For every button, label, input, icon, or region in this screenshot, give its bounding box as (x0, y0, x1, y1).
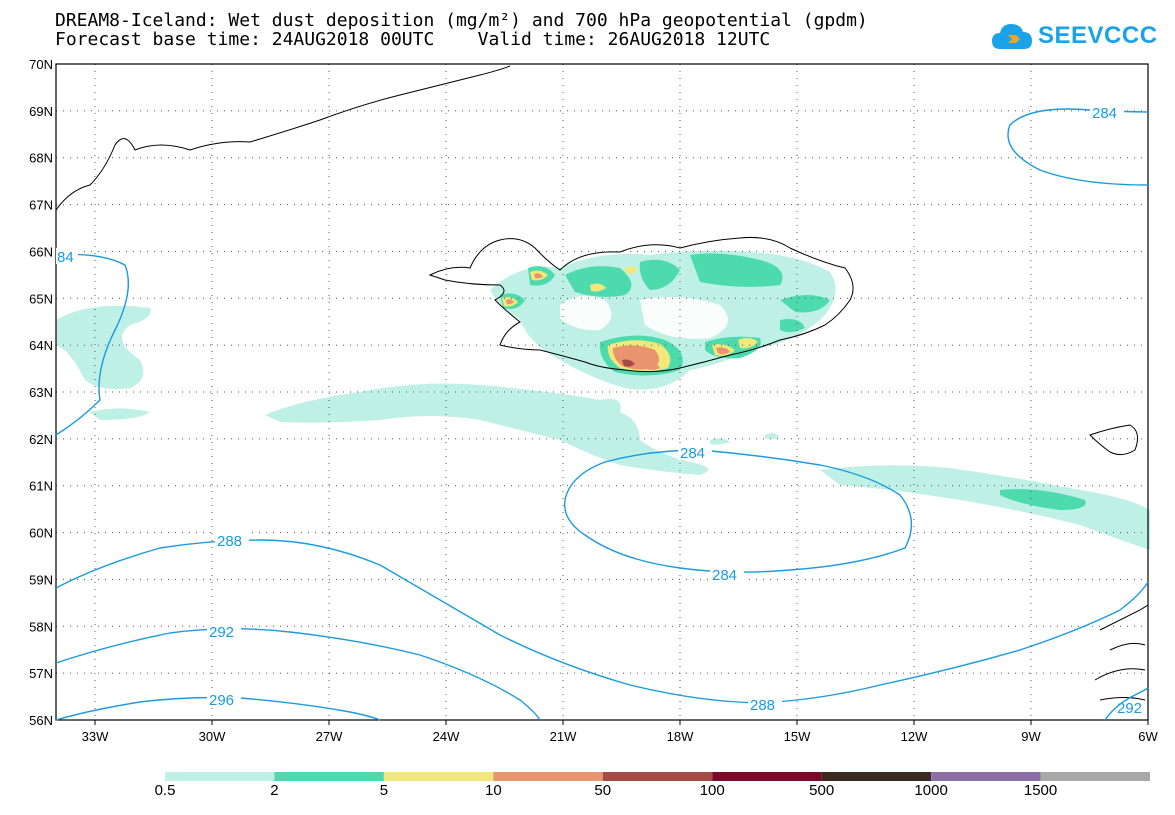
deposition-iceland-orange-3 (716, 347, 730, 355)
longitude-label: 15W (784, 729, 811, 744)
latitude-label: 56N (29, 713, 53, 728)
legend-colorbar (165, 772, 1150, 781)
latitude-label: 70N (29, 57, 53, 72)
longitude-label: 9W (1021, 729, 1041, 744)
latitude-label: 64N (29, 338, 53, 353)
contour-label-296: 296 (209, 692, 234, 709)
coastlines (55, 65, 1149, 701)
contour-284-center (563, 449, 913, 573)
legend-label: 10 (484, 782, 502, 799)
chart-subtitle: Forecast base time: 24AUG2018 00UTC Vali… (55, 29, 771, 50)
latitude-label: 58N (29, 619, 53, 634)
deposition-iceland-yellow-7 (625, 266, 638, 274)
legend-label: 1500 (1023, 782, 1058, 799)
cloud-icon (992, 24, 1032, 49)
longitude-labels: 33W 30W 27W 24W 21W 18W 15W 12W 9W 6W (82, 720, 1158, 744)
deposition-iceland-dark-1 (622, 359, 635, 367)
deposition-iceland-green-2 (639, 259, 680, 290)
contour-label-284-ne: 284 (1092, 105, 1117, 122)
dust-deposition-field (56, 250, 1150, 550)
latitude-label: 59N (29, 572, 53, 587)
deposition-iceland-yellow-3 (738, 337, 758, 349)
greenland-coast (55, 65, 511, 211)
graticule (56, 64, 1148, 720)
longitude-label: 27W (316, 729, 343, 744)
legend-label: 500 (809, 782, 835, 799)
deposition-iceland-green-1 (565, 266, 632, 297)
deposition-small-patch (710, 438, 730, 445)
latitude-label: 63N (29, 385, 53, 400)
scotland-coast (1094, 604, 1149, 701)
faroe-coast (1089, 424, 1139, 456)
latitude-label: 60N (29, 526, 53, 541)
legend-label: 1000 (914, 782, 948, 799)
latitude-label: 67N (29, 198, 53, 213)
contour-284-northeast (1007, 108, 1149, 186)
deposition-band-east (820, 465, 1150, 550)
latitude-labels: 70N 69N 68N 67N 66N 65N 64N 63N 62N 61N 60N 59N 58N 5… (29, 57, 53, 728)
deposition-iceland-green-5 (780, 319, 805, 333)
deposition-band-east-core (1000, 489, 1086, 510)
longitude-label: 24W (433, 729, 460, 744)
logo-text: SEEVCCC (1038, 22, 1158, 49)
map-frame (55, 63, 1149, 721)
legend-swatch (383, 772, 494, 781)
latitude-label: 57N (29, 666, 53, 681)
legend-label: 50 (594, 782, 612, 799)
legend-swatch (493, 772, 603, 781)
contour-labels: 284 84 284 284 288 288 292 296 292 (56, 104, 1142, 717)
contour-29x-southeast (1104, 687, 1149, 721)
legend-label: 100 (699, 782, 725, 799)
deposition-band-west (56, 305, 151, 389)
seevccc-logo: SEEVCCC (990, 18, 1158, 54)
latitude-label: 66N (29, 244, 53, 259)
contour-label-284-top: 284 (680, 445, 705, 462)
legend-swatch (931, 772, 1041, 781)
latitude-label: 65N (29, 291, 53, 306)
legend-swatch (821, 772, 932, 781)
latitude-label: 69N (29, 104, 53, 119)
contour-284-west (55, 253, 130, 436)
longitude-label: 33W (82, 729, 109, 744)
latitude-label: 62N (29, 432, 53, 447)
deposition-iceland-green-4 (780, 295, 830, 313)
legend-swatch (1040, 772, 1150, 781)
contour-label-292-se: 292 (1117, 700, 1142, 717)
contour-label-284-west: 84 (57, 249, 74, 266)
longitude-label: 18W (667, 729, 694, 744)
legend-label: 0.5 (154, 782, 176, 799)
legend-label: 2 (270, 782, 279, 799)
deposition-band-central (265, 383, 708, 475)
contour-label-288-left: 288 (217, 533, 242, 550)
deposition-band-small (90, 408, 150, 420)
deposition-iceland-inner (560, 296, 612, 331)
deposition-iceland-orange-5 (506, 299, 514, 305)
legend-label: 5 (379, 782, 389, 799)
contour-288 (55, 539, 1149, 704)
deposition-iceland-orange-4 (534, 273, 543, 279)
longitude-label: 30W (199, 729, 226, 744)
legend-swatch (602, 772, 713, 781)
deposition-small-patch-2 (765, 433, 780, 439)
longitude-label: 6W (1138, 729, 1158, 744)
longitude-label: 12W (901, 729, 928, 744)
iceland-coast (428, 237, 854, 373)
chart-title: DREAM8-Iceland: Wet dust deposition (mg/… (55, 10, 868, 31)
deposition-iceland-orange-2 (645, 361, 660, 370)
longitude-label: 21W (550, 729, 577, 744)
contour-label-288-bottom: 288 (750, 697, 775, 714)
contour-label-284-bottom: 284 (712, 567, 737, 584)
latitude-label: 61N (29, 479, 53, 494)
legend-swatch (274, 772, 384, 781)
geopotential-contours (55, 108, 1149, 721)
contour-292 (55, 628, 541, 721)
deposition-iceland-inner-2 (640, 296, 728, 339)
legend-swatch (712, 772, 822, 781)
legend-swatch (165, 772, 275, 781)
contour-label-292: 292 (209, 624, 234, 641)
deposition-iceland-yellow-6 (590, 283, 606, 292)
latitude-label: 68N (29, 151, 53, 166)
deposition-iceland-green-3 (690, 253, 783, 287)
